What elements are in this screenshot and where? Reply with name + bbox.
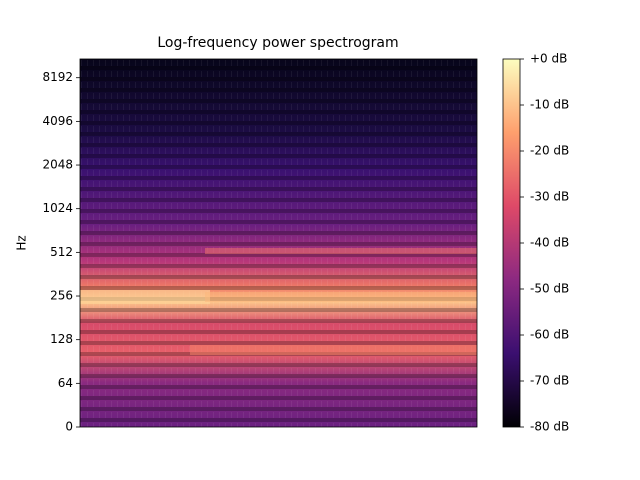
colorbar-tick-label: -10 dB <box>530 98 569 112</box>
y-tick-label: 256 <box>50 289 73 303</box>
y-tick-label: 2048 <box>42 158 73 172</box>
y-tick-label: 128 <box>50 332 73 346</box>
colorbar-tick-label: -50 dB <box>530 282 569 296</box>
colorbar <box>502 58 521 428</box>
colorbar-tick-label: -30 dB <box>530 190 569 204</box>
y-axis-label: Hz <box>15 235 29 250</box>
y-tick-label: 512 <box>50 245 73 259</box>
colorbar-tick-label: -80 dB <box>530 420 569 434</box>
colorbar-tick-label: -40 dB <box>530 236 569 250</box>
chart-title: Log-frequency power spectrogram <box>157 35 398 51</box>
spectrogram-image <box>79 58 478 428</box>
y-tick-label: 8192 <box>42 70 73 84</box>
y-tick-label: 4096 <box>42 114 73 128</box>
y-tick-label: 1024 <box>42 201 73 215</box>
y-tick-label: 64 <box>58 376 73 390</box>
colorbar-tick-label: -20 dB <box>530 144 569 158</box>
colorbar-tick-label: +0 dB <box>530 52 567 66</box>
colorbar-tick-label: -60 dB <box>530 328 569 342</box>
colorbar-tick-label: -70 dB <box>530 374 569 388</box>
y-tick-label: 0 <box>65 420 73 434</box>
